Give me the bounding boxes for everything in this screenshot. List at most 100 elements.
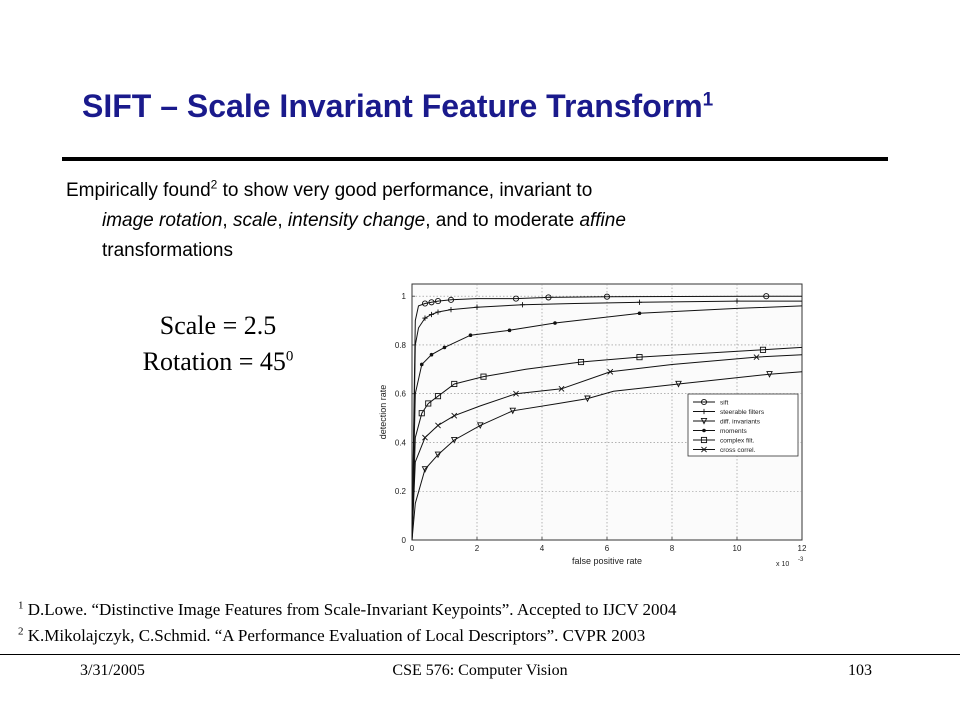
caption-rotation-text: Rotation = 45 [142,347,286,376]
term-intensity: intensity change [287,210,426,231]
series-moments [411,305,803,541]
series-marker [509,407,517,415]
legend-label: steerable filters [720,409,765,416]
legend-marker [702,428,706,433]
series-marker [766,371,773,378]
footnote-2-number: 2 [18,625,24,638]
x-tick-label: 4 [540,544,545,553]
series-marker [428,311,435,318]
legend-label: complex filt. [720,438,755,445]
series-line [411,295,802,541]
caption-rotation: Rotation = 450 [98,344,338,380]
footnote-2: 2 K.Mikolajczyk, C.Schmid. “A Performanc… [18,623,677,649]
term-affine: affine [579,210,626,231]
series-marker [553,321,557,325]
series-marker [512,295,520,302]
legend-label: cross correl. [720,447,756,454]
series-marker [434,298,442,305]
roc-chart-svg: 0 2 4 6 8 10 12 0 0.2 0.4 0.6 0.8 1 false positive ra… [370,270,815,575]
sep-1: , [222,210,233,231]
y-tick-label: 0.8 [395,341,407,350]
y-tick-label: 1 [402,292,407,301]
legend-marker [701,446,707,453]
series-marker [636,299,643,305]
x-axis-label: false positive rate [572,556,642,566]
series-marker [442,345,447,350]
series-marker [607,368,614,375]
legend-marker [700,436,708,444]
series-marker [435,309,441,315]
slide-title-text: SIFT – Scale Invariant Feature Transform [82,88,703,124]
legend-marker [701,408,707,415]
series-marker [507,328,512,333]
legend-marker [700,398,708,406]
body-line-1: Empirically found2 to show very good per… [66,176,866,206]
series-marker [637,311,642,316]
title-underline [62,157,888,161]
series-marker [734,298,740,304]
series-marker [435,422,441,429]
series-marker [480,373,487,380]
legend-label: diff. invariants [720,419,761,426]
series-marker [419,362,424,367]
footnotes: 1 D.Lowe. “Distinctive Image Features fr… [18,597,677,649]
footer-page-number: 103 [848,662,872,679]
series-line [411,354,803,541]
series-marker [429,352,434,357]
slide-title: SIFT – Scale Invariant Feature Transform… [82,88,713,125]
footnote-1-number: 1 [18,599,24,612]
series-marker [422,434,428,441]
series-marker [451,380,458,388]
series-marker [519,302,526,308]
term-scale: scale [232,210,278,231]
series-marker [448,307,454,313]
series-marker [425,400,432,407]
series-marker [428,299,435,306]
series-complex-filt [411,346,803,541]
series-diff-invariants [411,371,803,541]
series-marker [558,385,565,392]
body-line-2: image rotation, scale, intensity change,… [66,206,866,236]
legend-label: sift [720,400,729,407]
legend-box [687,393,799,457]
series-marker [476,422,484,430]
series-marker [584,395,591,403]
series-sift [411,293,802,541]
x-tick-label: 2 [475,544,480,553]
legend-label: moments [720,428,747,435]
series-marker [450,436,458,444]
y-tick-label: 0.4 [395,438,407,447]
series-marker [763,293,770,300]
body-text-a: Empirically found [66,180,211,201]
series-marker [468,333,473,337]
footer-course: CSE 576: Computer Vision [392,662,568,679]
y-axis-label: detection rate [378,385,388,440]
body-text-b: to show very good performance, invariant… [217,180,593,201]
footnote-1: 1 D.Lowe. “Distinctive Image Features fr… [18,597,677,623]
body-footnote-ref: 2 [210,177,218,192]
x-multiplier-exponent: -3 [798,557,804,563]
x-tick-label: 12 [798,544,807,553]
transform-caption: Scale = 2.5 Rotation = 450 [98,308,338,380]
body-bullet: Empirically found2 to show very good per… [66,176,866,266]
series-marker [451,412,458,419]
sep-3: , and to moderate [425,210,580,231]
series-line [411,346,803,541]
series-marker [434,451,442,459]
y-tick-label: 0 [402,536,407,545]
title-footnote-ref: 1 [702,89,714,111]
caption-rotation-sup: 0 [285,348,294,365]
series-steerable-filters [411,298,802,541]
series-marker [421,466,429,473]
y-tick-label: 0.6 [395,390,407,399]
series-marker [759,346,767,353]
body-line-3: transformations [102,240,233,261]
x-tick-label: 10 [733,544,742,553]
footer-divider [0,654,960,655]
y-tick-label: 0.2 [395,487,407,496]
x-tick-label: 0 [410,544,415,553]
caption-scale: Scale = 2.5 [159,311,277,340]
series-marker [418,410,425,417]
x-tick-label: 8 [670,544,675,553]
series-marker [603,293,611,300]
